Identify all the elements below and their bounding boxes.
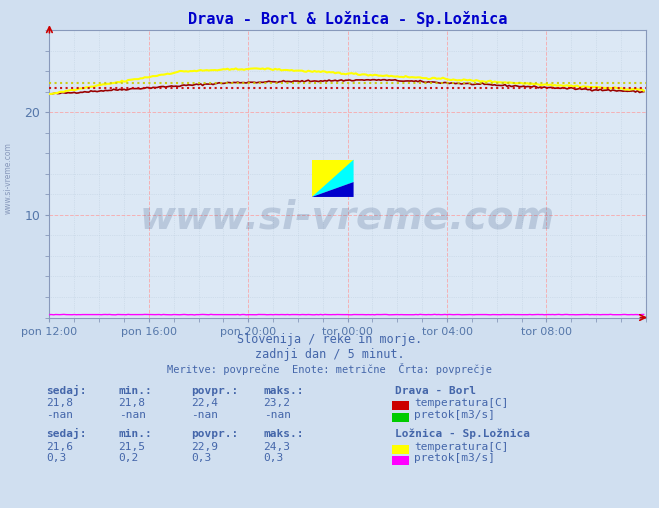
Text: Ložnica - Sp.Ložnica: Ložnica - Sp.Ložnica xyxy=(395,428,530,439)
Polygon shape xyxy=(312,182,354,197)
Text: min.:: min.: xyxy=(119,386,152,396)
Text: 22,9: 22,9 xyxy=(191,441,218,452)
Text: 21,8: 21,8 xyxy=(46,398,73,408)
Text: sedaj:: sedaj: xyxy=(46,385,86,396)
Text: -nan: -nan xyxy=(191,410,218,420)
Text: -nan: -nan xyxy=(119,410,146,420)
Text: temperatura[C]: temperatura[C] xyxy=(414,398,508,408)
Text: pretok[m3/s]: pretok[m3/s] xyxy=(414,453,495,463)
Text: 21,5: 21,5 xyxy=(119,441,146,452)
Text: Slovenija / reke in morje.: Slovenija / reke in morje. xyxy=(237,333,422,346)
Text: maks.:: maks.: xyxy=(264,429,304,439)
Text: 21,8: 21,8 xyxy=(119,398,146,408)
Text: Meritve: povprečne  Enote: metrične  Črta: povprečje: Meritve: povprečne Enote: metrične Črta:… xyxy=(167,363,492,375)
Text: www.si-vreme.com: www.si-vreme.com xyxy=(140,198,556,236)
Text: www.si-vreme.com: www.si-vreme.com xyxy=(3,142,13,214)
Text: min.:: min.: xyxy=(119,429,152,439)
Text: 23,2: 23,2 xyxy=(264,398,291,408)
Text: pretok[m3/s]: pretok[m3/s] xyxy=(414,410,495,420)
Text: maks.:: maks.: xyxy=(264,386,304,396)
Text: 0,2: 0,2 xyxy=(119,453,139,463)
Text: 21,6: 21,6 xyxy=(46,441,73,452)
Text: 24,3: 24,3 xyxy=(264,441,291,452)
Text: 0,3: 0,3 xyxy=(46,453,67,463)
Text: sedaj:: sedaj: xyxy=(46,428,86,439)
Text: -nan: -nan xyxy=(46,410,73,420)
Text: 0,3: 0,3 xyxy=(191,453,212,463)
Text: 0,3: 0,3 xyxy=(264,453,284,463)
Title: Drava - Borl & Ložnica - Sp.Ložnica: Drava - Borl & Ložnica - Sp.Ložnica xyxy=(188,11,507,26)
Polygon shape xyxy=(312,160,354,197)
Text: zadnji dan / 5 minut.: zadnji dan / 5 minut. xyxy=(254,348,405,361)
Text: Drava - Borl: Drava - Borl xyxy=(395,386,476,396)
Text: povpr.:: povpr.: xyxy=(191,386,239,396)
Text: -nan: -nan xyxy=(264,410,291,420)
Polygon shape xyxy=(312,160,354,197)
Text: 22,4: 22,4 xyxy=(191,398,218,408)
Text: povpr.:: povpr.: xyxy=(191,429,239,439)
Text: temperatura[C]: temperatura[C] xyxy=(414,441,508,452)
